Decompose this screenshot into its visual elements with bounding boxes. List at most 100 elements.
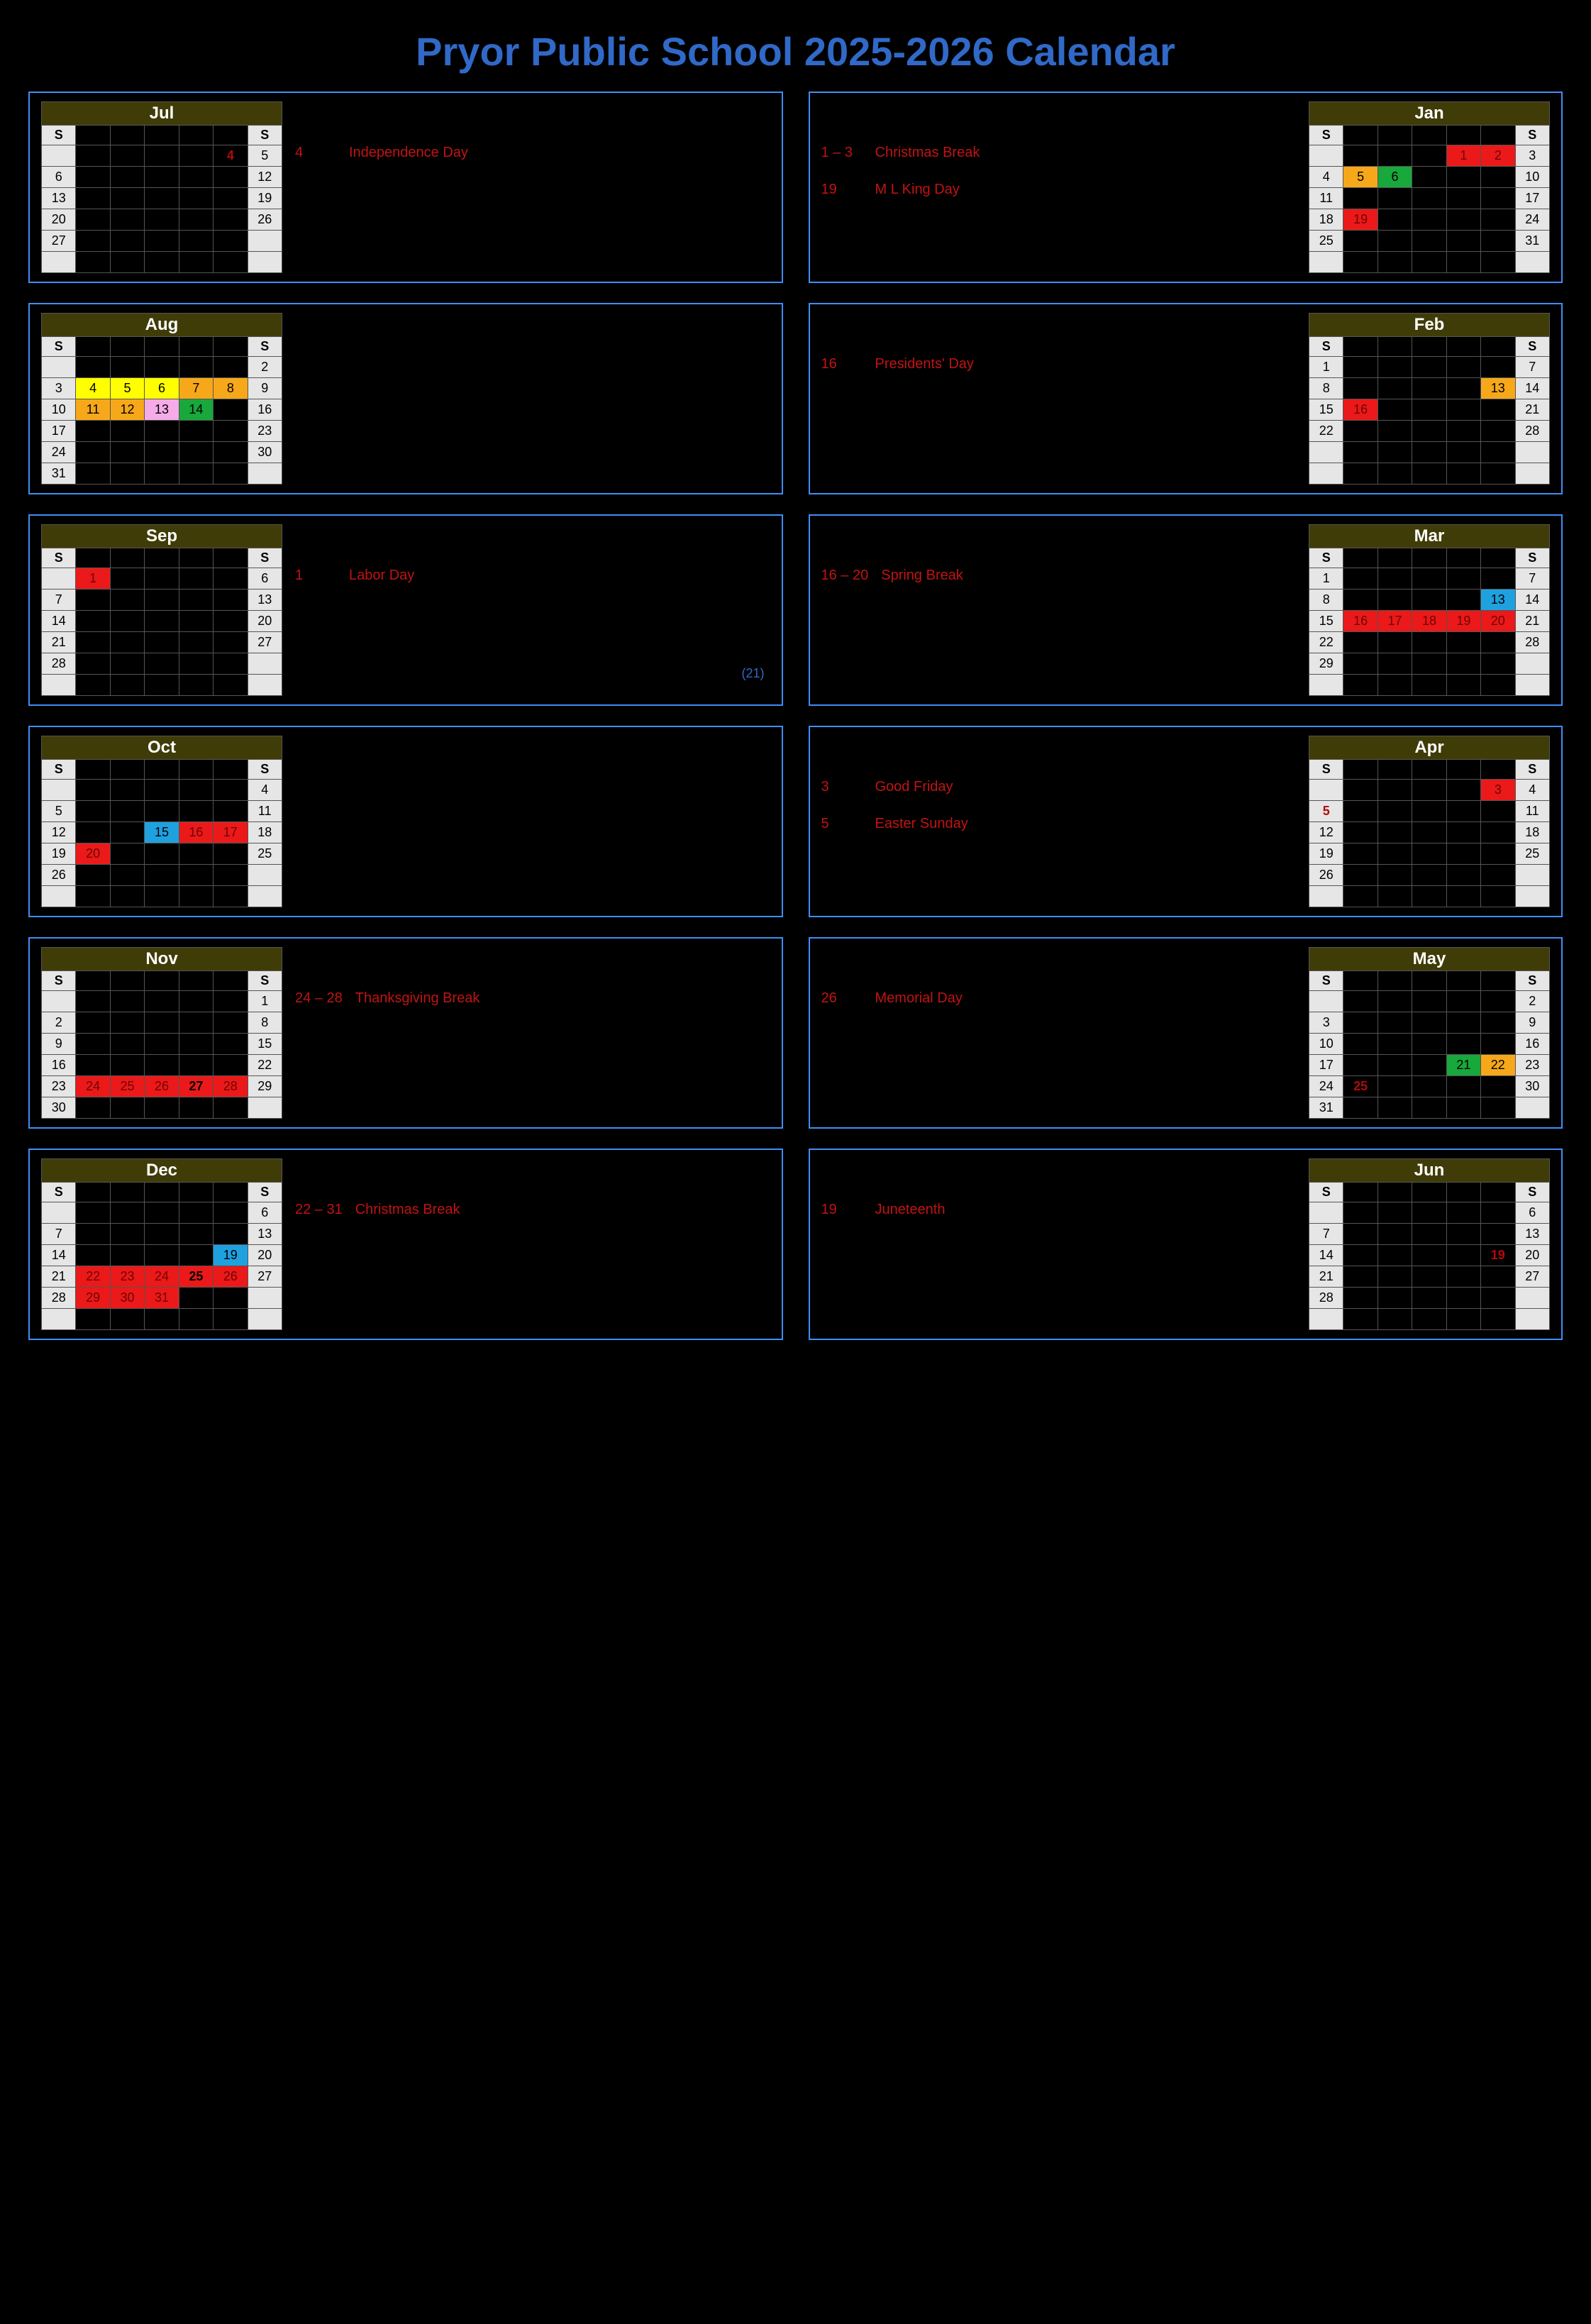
dow-header: S	[248, 971, 282, 991]
event-text: M L King Day	[875, 171, 960, 208]
day-cell	[110, 252, 144, 273]
day-cell: 2	[248, 357, 282, 378]
day-cell: 20	[1481, 611, 1515, 632]
dow-header: S	[1309, 126, 1343, 145]
day-cell	[248, 252, 282, 273]
day-cell: 23	[1515, 1055, 1549, 1076]
day-cell	[110, 442, 144, 463]
day-cell: 7	[1309, 1224, 1343, 1245]
month-block: AprSS3451112181925263Good Friday5Easter …	[809, 726, 1563, 917]
day-cell	[145, 463, 179, 485]
calendar-table: FebSS17813141516212228	[1309, 313, 1550, 485]
day-cell	[179, 1202, 213, 1224]
day-cell: 25	[1343, 1076, 1377, 1097]
day-cell	[179, 1034, 213, 1055]
month-name: Aug	[42, 314, 282, 337]
dow-header	[179, 126, 213, 145]
day-cell	[110, 231, 144, 252]
dow-header: S	[1309, 1183, 1343, 1202]
day-cell	[1377, 463, 1412, 485]
day-cell	[76, 231, 110, 252]
dow-header	[1343, 337, 1377, 357]
day-cell: 28	[1309, 1288, 1343, 1309]
day-cell	[179, 421, 213, 442]
day-cell	[214, 632, 248, 653]
day-cell	[1412, 1034, 1446, 1055]
day-cell	[145, 1012, 179, 1034]
month-name: Sep	[42, 525, 282, 548]
dow-header: S	[1515, 337, 1549, 357]
day-cell	[214, 231, 248, 252]
day-cell	[42, 675, 76, 696]
day-cell: 26	[248, 209, 282, 231]
day-cell	[1481, 991, 1515, 1012]
event-row: 24 – 28Thanksgiving Break	[295, 980, 770, 1017]
day-cell	[145, 675, 179, 696]
dow-header: S	[248, 337, 282, 357]
day-cell	[76, 1034, 110, 1055]
day-cell	[110, 590, 144, 611]
day-cell	[1377, 675, 1412, 696]
day-cell	[76, 675, 110, 696]
month-block: JunSS671314192021272819Juneteenth	[809, 1149, 1563, 1340]
day-cell	[1481, 1266, 1515, 1288]
day-cell	[1377, 1034, 1412, 1055]
day-cell	[1343, 843, 1377, 865]
day-cell	[1377, 1055, 1412, 1076]
day-cell: 6	[1515, 1202, 1549, 1224]
day-cell	[1481, 1076, 1515, 1097]
day-cell	[179, 357, 213, 378]
dow-header	[179, 1183, 213, 1202]
day-cell: 12	[1309, 822, 1343, 843]
day-cell: 5	[42, 801, 76, 822]
day-cell	[1446, 801, 1480, 822]
day-cell	[110, 145, 144, 167]
day-cell: 6	[248, 1202, 282, 1224]
events-pane: 16Presidents' Day	[821, 313, 1297, 485]
day-cell: 4	[76, 378, 110, 399]
day-cell	[1412, 780, 1446, 801]
event-date: 3	[821, 768, 863, 805]
day-cell	[214, 252, 248, 273]
dow-header	[110, 971, 144, 991]
day-cell: 12	[248, 167, 282, 188]
day-cell: 26	[145, 1076, 179, 1097]
dow-header: S	[248, 760, 282, 780]
day-cell: 17	[42, 421, 76, 442]
calendar-table: MaySS23910161721222324253031	[1309, 947, 1550, 1119]
dow-header	[1446, 760, 1480, 780]
day-cell: 13	[248, 1224, 282, 1245]
day-cell	[1481, 865, 1515, 886]
day-cell	[110, 1055, 144, 1076]
events-pane: 16 – 20Spring Break	[821, 524, 1297, 696]
day-cell	[179, 886, 213, 907]
day-cell	[1446, 252, 1480, 273]
day-cell	[1446, 653, 1480, 675]
day-cell	[214, 1097, 248, 1119]
dow-header	[76, 126, 110, 145]
day-cell	[145, 1309, 179, 1330]
day-cell	[1377, 209, 1412, 231]
day-cell	[76, 167, 110, 188]
day-cell: 16	[1343, 399, 1377, 421]
day-cell: 14	[1515, 590, 1549, 611]
day-cell	[1446, 780, 1480, 801]
day-cell	[1343, 1266, 1377, 1288]
event-date: 1	[295, 557, 336, 594]
day-cell	[1412, 1309, 1446, 1330]
day-cell	[214, 421, 248, 442]
day-cell	[1481, 421, 1515, 442]
dow-header	[76, 548, 110, 568]
day-cell	[1343, 780, 1377, 801]
day-cell: 19	[1343, 209, 1377, 231]
day-cell	[1343, 463, 1377, 485]
dow-header	[179, 548, 213, 568]
day-cell: 4	[214, 145, 248, 167]
month-name: Dec	[42, 1159, 282, 1183]
day-cell	[145, 1055, 179, 1076]
calendar-table: MarSS178131415161718192021222829	[1309, 524, 1550, 696]
day-cell	[1412, 188, 1446, 209]
day-cell	[1343, 865, 1377, 886]
day-cell	[110, 1034, 144, 1055]
day-cell: 13	[1481, 590, 1515, 611]
